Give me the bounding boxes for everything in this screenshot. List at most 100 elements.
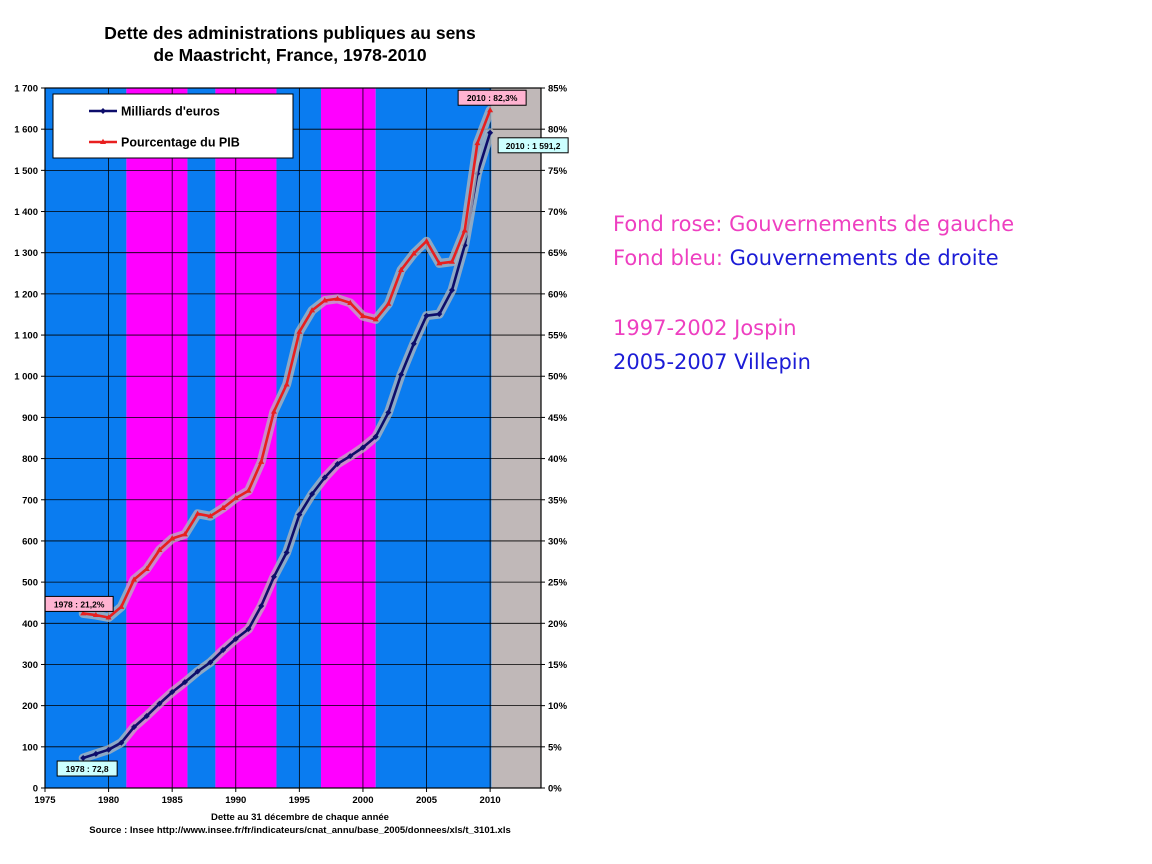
y-tick-label-left: 0 (33, 784, 38, 795)
y-tick-label-right: 35% (548, 495, 568, 506)
data-point-pib (258, 458, 265, 464)
data-point-euros (143, 712, 150, 719)
data-point-euros (92, 750, 99, 757)
data-point-pib (80, 610, 87, 616)
annotation-label: 2010 : 82,3% (467, 93, 518, 103)
legend: Milliards d'euros Pourcentage du PIB (52, 93, 294, 159)
x-axis-label: Dette au 31 décembre de chaque année (211, 812, 389, 823)
note-droite-label: Fond bleu: (613, 246, 730, 270)
legend-marker (100, 138, 106, 144)
y-tick-label-left: 100 (22, 742, 38, 753)
x-tick-label: 1980 (98, 795, 119, 806)
x-tick-label: 1990 (225, 795, 246, 806)
data-point-pib (194, 510, 201, 516)
y-tick-label-right: 55% (548, 331, 568, 342)
plot-frame (44, 87, 542, 789)
x-tick-label: 1995 (289, 795, 311, 806)
annotation-box (44, 595, 114, 612)
data-point-euros (410, 340, 417, 347)
y-tick-label-right: 25% (548, 578, 568, 589)
data-point-euros (423, 312, 430, 319)
y-tick-label-left: 700 (22, 495, 38, 506)
y-tick-label-right: 15% (548, 660, 568, 671)
y-tick-label-left: 1 100 (14, 331, 38, 342)
chart-title: Dette des administrations publiques au s… (40, 22, 540, 66)
data-point-euros (181, 679, 188, 686)
gridlines (45, 88, 541, 788)
y-tick-label-right: 40% (548, 454, 568, 465)
data-point-euros (347, 453, 354, 460)
data-point-pib (296, 328, 303, 334)
annotation-box (457, 89, 527, 106)
source-note: Source : Insee http://www.insee.fr/fr/in… (89, 825, 511, 836)
data-point-euros (436, 311, 443, 318)
data-point-pib (436, 260, 443, 266)
annotation-label: 2010 : 1 591,2 (506, 141, 561, 151)
data-point-euros (131, 724, 138, 731)
data-point-pib (347, 299, 354, 305)
data-point-pib (385, 300, 392, 306)
data-point-euros (118, 739, 125, 746)
data-point-euros (334, 460, 341, 467)
x-tick-label: 1975 (34, 795, 56, 806)
y-tick-label-left: 1 600 (14, 125, 38, 136)
legend-marker (100, 108, 106, 114)
annotation-label: 1978 : 72,8 (66, 764, 109, 774)
chart-title-line2: de Maastricht, France, 1978-2010 (153, 45, 427, 65)
y-tick-label-right: 5% (548, 742, 562, 753)
y-tick-label-left: 1 200 (14, 289, 38, 300)
y-tick-label-right: 85% (548, 84, 568, 95)
chart-title-line1: Dette des administrations publiques au s… (104, 23, 476, 43)
y-tick-label-left: 400 (22, 619, 38, 630)
y-tick-label-right: 30% (548, 536, 568, 547)
y-tick-label-left: 900 (22, 413, 38, 424)
data-point-euros (194, 668, 201, 675)
data-point-euros (283, 549, 290, 556)
data-point-pib (118, 603, 125, 609)
annotation-label: 1978 : 21,2% (54, 599, 105, 609)
data-point-euros (220, 647, 227, 654)
data-point-euros (232, 635, 239, 642)
x-tick-label: 2005 (416, 795, 438, 806)
data-point-euros (245, 626, 252, 633)
data-point-pib (207, 513, 214, 519)
note-spacer (613, 275, 1014, 311)
data-point-pib (131, 576, 138, 582)
data-point-pib (181, 531, 188, 537)
data-point-euros (258, 603, 265, 609)
y-tick-label-right: 0% (548, 784, 562, 795)
data-point-pib (359, 312, 366, 319)
band-droite (276, 88, 321, 788)
data-point-euros (321, 474, 328, 481)
data-point-pib (474, 139, 481, 146)
data-point-pib (448, 258, 455, 264)
note-villepin: 2005-2007 Villepin (613, 350, 811, 374)
data-point-pib (372, 316, 379, 322)
notes-panel: Fond rose: Gouvernements de gauche Fond … (613, 207, 1014, 379)
legend-label: Milliards d'euros (121, 105, 220, 119)
y-tick-label-right: 75% (548, 166, 568, 177)
data-point-pib (156, 546, 163, 552)
y-tick-label-right: 70% (548, 207, 568, 218)
data-point-pib (309, 307, 316, 313)
note-line-droite: Fond bleu: Gouvernements de droite (613, 241, 1014, 275)
band-droite (187, 88, 216, 788)
axes (41, 87, 545, 792)
data-point-pib (92, 611, 99, 618)
data-point-pib (423, 237, 430, 244)
data-point-euros (156, 700, 163, 707)
data-point-euros (487, 129, 494, 136)
data-point-euros (207, 659, 214, 666)
data-point-euros (296, 511, 303, 518)
y-tick-label-left: 1 700 (14, 84, 38, 95)
y-tick-label-left: 500 (22, 578, 38, 589)
legend-label: Pourcentage du PIB (121, 136, 240, 150)
y-tick-label-left: 200 (22, 701, 38, 712)
annotations: 2010 : 82,3% 2010 : 1 591,2 1978 : 21,2% 19… (44, 89, 569, 777)
data-point-euros (448, 287, 455, 294)
data-point-pib (487, 107, 494, 113)
band-droite (45, 88, 127, 788)
y-tick-label-right: 50% (548, 372, 568, 383)
data-point-euros (270, 573, 277, 580)
